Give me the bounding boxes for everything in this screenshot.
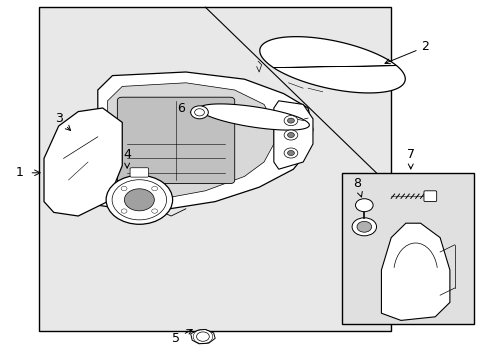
Circle shape: [106, 175, 172, 224]
Circle shape: [355, 199, 372, 212]
Text: 6: 6: [177, 102, 202, 117]
Polygon shape: [44, 108, 122, 216]
Text: 1: 1: [16, 166, 23, 179]
Text: 7: 7: [406, 148, 414, 169]
FancyBboxPatch shape: [117, 97, 234, 184]
Polygon shape: [259, 37, 405, 93]
Polygon shape: [190, 329, 215, 344]
Circle shape: [124, 189, 154, 211]
Text: 4: 4: [123, 148, 131, 168]
Polygon shape: [274, 66, 395, 68]
Text: 3: 3: [55, 112, 70, 130]
Circle shape: [287, 132, 294, 138]
Circle shape: [284, 130, 297, 140]
Polygon shape: [273, 101, 312, 169]
Text: 8: 8: [352, 177, 362, 197]
Circle shape: [287, 118, 294, 123]
Polygon shape: [107, 83, 273, 202]
Bar: [39, 7, 390, 331]
Circle shape: [151, 186, 157, 191]
Circle shape: [356, 221, 371, 232]
FancyBboxPatch shape: [423, 191, 436, 202]
Circle shape: [351, 218, 376, 236]
Circle shape: [121, 209, 127, 213]
Polygon shape: [199, 104, 309, 130]
Polygon shape: [381, 223, 449, 320]
Circle shape: [121, 186, 127, 191]
Circle shape: [284, 116, 297, 126]
Bar: [342, 173, 473, 324]
FancyBboxPatch shape: [130, 168, 148, 177]
Circle shape: [284, 148, 297, 158]
Text: 5: 5: [172, 329, 192, 345]
Text: 2: 2: [384, 40, 428, 64]
Circle shape: [287, 150, 294, 156]
Polygon shape: [98, 72, 312, 212]
Circle shape: [190, 106, 208, 119]
Circle shape: [151, 209, 157, 213]
